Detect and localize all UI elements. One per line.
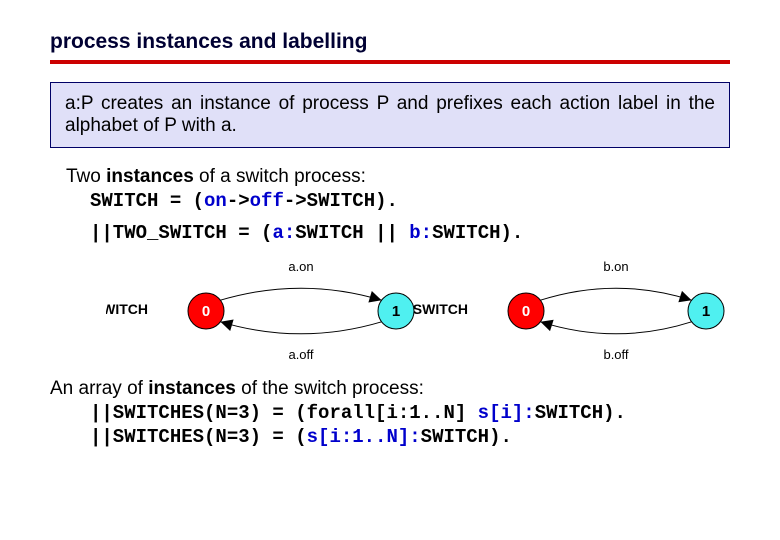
array-intro: An array of instances of the switch proc… xyxy=(50,378,730,400)
code-switch-def: SWITCH = (on->off->SWITCH). xyxy=(90,190,730,212)
code: SWITCH). xyxy=(535,402,626,424)
code-switches-forall: ||SWITCHES(N=3) = (forall[i:1..N] s[i]:S… xyxy=(90,402,730,424)
svg-text:b.off: b.off xyxy=(603,347,628,362)
text: of the switch process: xyxy=(236,378,424,399)
title-underline xyxy=(50,60,730,64)
code-kw: off xyxy=(250,190,284,212)
svg-text:1: 1 xyxy=(392,303,400,320)
svg-text:1: 1 xyxy=(702,303,710,320)
code: SWITCH). xyxy=(432,222,523,244)
code-kw: on xyxy=(204,190,227,212)
code: SWITCH || xyxy=(295,222,409,244)
text-em: instances xyxy=(148,378,236,399)
text: of a switch process: xyxy=(194,166,366,187)
state-diagram: a:SWITCHb:SWITCHa.ona.offb.onb.off0101 xyxy=(106,256,730,366)
svg-text:a.on: a.on xyxy=(288,259,313,274)
code-two-switch: ||TWO_SWITCH = (a:SWITCH || b:SWITCH). xyxy=(90,222,730,244)
code-kw: s[i]: xyxy=(478,402,535,424)
instances-intro: Two instances of a switch process: xyxy=(66,166,730,188)
svg-text:a.off: a.off xyxy=(288,347,313,362)
code: ||TWO_SWITCH = ( xyxy=(90,222,272,244)
page-title: process instances and labelling xyxy=(50,30,730,54)
text: An array of xyxy=(50,378,148,399)
svg-text:b.on: b.on xyxy=(603,259,628,274)
svg-text:0: 0 xyxy=(202,303,210,320)
text-em: instances xyxy=(106,166,194,187)
code-kw: s[i:1..N]: xyxy=(307,426,421,448)
code-switches-short: ||SWITCHES(N=3) = (s[i:1..N]:SWITCH). xyxy=(90,426,730,448)
definition-box: a:P creates an instance of process P and… xyxy=(50,82,730,148)
code-kw: a: xyxy=(272,222,295,244)
code: SWITCH). xyxy=(421,426,512,448)
svg-text:0: 0 xyxy=(522,303,530,320)
code: ||SWITCHES(N=3) = ( xyxy=(90,426,307,448)
code: ||SWITCHES(N=3) = (forall[i:1..N] xyxy=(90,402,478,424)
text: Two xyxy=(66,166,106,187)
code-kw: b: xyxy=(409,222,432,244)
code: ->SWITCH). xyxy=(284,190,398,212)
code: -> xyxy=(227,190,250,212)
svg-text:a:SWITCH: a:SWITCH xyxy=(106,301,148,317)
fsm-svg: a:SWITCHb:SWITCHa.ona.offb.onb.off0101 xyxy=(106,256,726,366)
code: SWITCH = ( xyxy=(90,190,204,212)
